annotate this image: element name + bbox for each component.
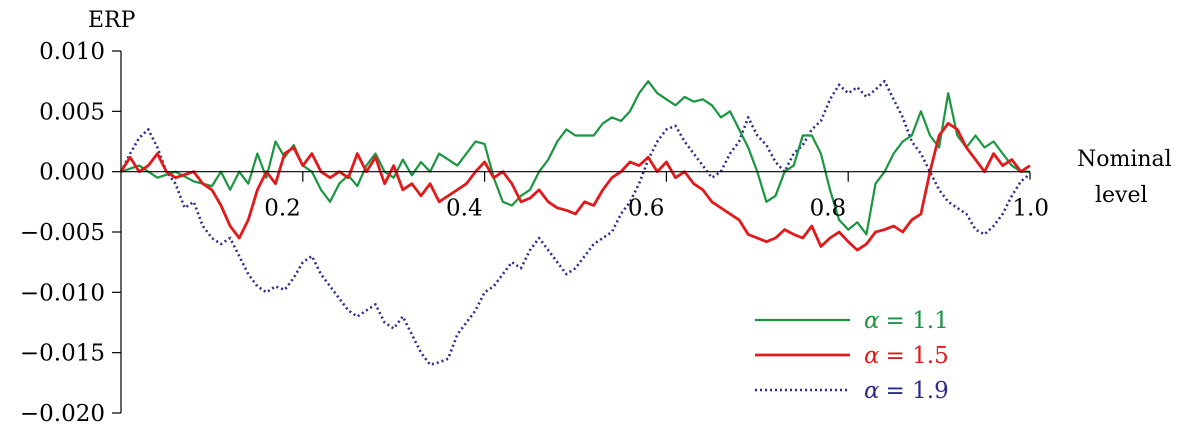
x-tick-label: 0.2 [264,196,301,222]
x-tick-label: 0.8 [810,196,847,222]
y-tick-label: −0.015 [20,341,105,367]
x-tick-label: 0.4 [446,196,483,222]
y-tick-label: 0.005 [39,99,105,125]
x-axis-title-line-1: Nominal [1077,147,1172,172]
series-line-2 [119,122,1031,252]
y-tick-label: −0.020 [20,401,105,427]
x-tick-label-end: 1.0 [1012,196,1049,222]
tick-marks: 0.010 0.005 0.000 −0.005 −0.010 −0.015 −0.020 0… [20,39,1049,427]
series-line-1 [120,80,1030,236]
legend-label-1: α = 1.1 [864,308,949,334]
y-axis-title: ERP [88,8,136,33]
y-tick-label: −0.005 [20,220,105,246]
y-tick-label: −0.010 [20,280,105,306]
y-tick-label: 0.000 [39,160,105,186]
series-line-3 [119,79,1031,366]
y-tick-label: 0.010 [39,39,105,65]
x-tick-label: 0.6 [628,196,665,222]
legend-label-2: α = 1.5 [864,343,949,369]
legend: α = 1.1 α = 1.5 α = 1.9 [755,308,949,404]
x-axis-title-line-2: level [1095,183,1148,208]
series-lines [119,79,1031,366]
legend-label-3: α = 1.9 [864,378,949,404]
